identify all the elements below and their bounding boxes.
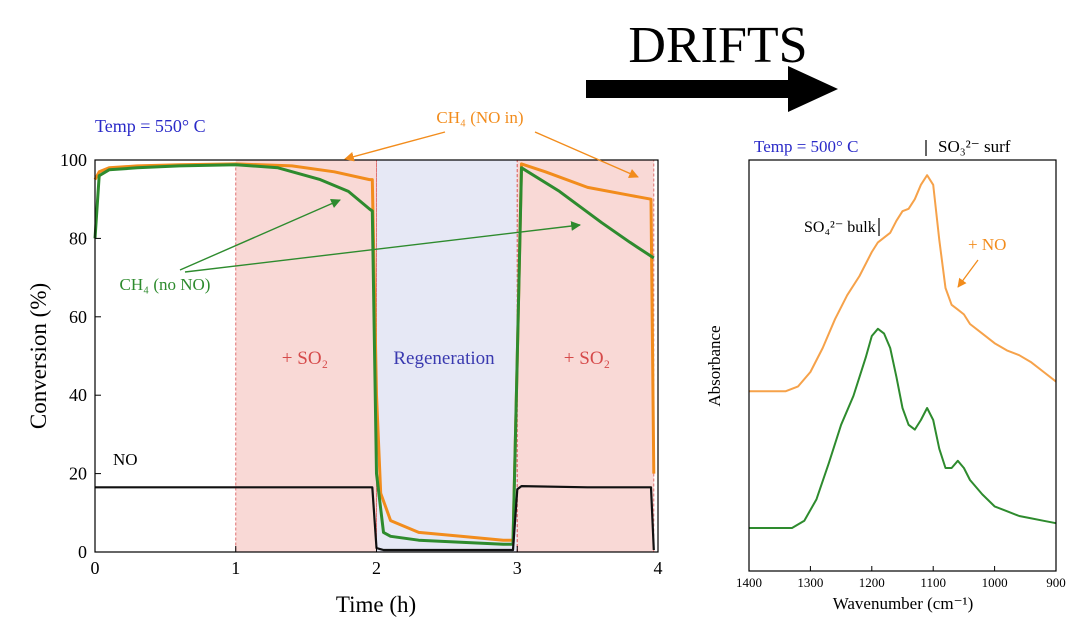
spectrum-x-tick-label: 1000 bbox=[982, 575, 1008, 590]
peak-label-surf: SO₃²⁻ surf bbox=[938, 137, 1011, 156]
y-axis-label: Conversion (%) bbox=[26, 283, 51, 429]
pointer-arrow-plus-no bbox=[957, 259, 979, 288]
pointer-arrow-ch4-no-in-right bbox=[534, 131, 639, 178]
spectrum-line-1 bbox=[749, 327, 1057, 529]
spectrum-frame bbox=[748, 159, 1057, 572]
spectrum-axis-ticks: 1400 1300 1200 1100 1000 900 bbox=[736, 566, 1066, 590]
annotation-no: NO bbox=[113, 450, 138, 469]
spectrum-y-axis-label: Absorbance bbox=[705, 325, 724, 406]
drifts-spectrum-chart: 1400 1300 1200 1100 1000 900 Temp = 500° C SO… bbox=[705, 137, 1066, 613]
region-band-1 bbox=[376, 160, 518, 552]
x-tick-label: 1 bbox=[231, 558, 240, 578]
annotation-ch4-no-no: CH₄ (no NO) bbox=[120, 275, 211, 294]
spectrum-x-tick-label: 1300 bbox=[797, 575, 823, 590]
y-tick-label: 80 bbox=[69, 228, 87, 248]
spectrum-x-tick-label: 1400 bbox=[736, 575, 762, 590]
spectrum-line-0 bbox=[749, 174, 1057, 393]
drifts-arrow-icon bbox=[586, 66, 838, 112]
region-label-regeneration: Regeneration bbox=[393, 348, 495, 369]
conversion-series bbox=[93, 162, 656, 552]
temp-annotation: Temp = 550° C bbox=[95, 116, 206, 136]
pointer-arrow-ch4-no-no-left bbox=[179, 199, 341, 271]
x-tick-label: 0 bbox=[91, 558, 100, 578]
y-tick-label: 100 bbox=[60, 150, 87, 170]
spectrum-x-axis-label: Wavenumber (cm⁻¹) bbox=[833, 594, 974, 613]
drifts-label: DRIFTS bbox=[628, 17, 807, 74]
y-tick-label: 20 bbox=[69, 464, 87, 484]
spectrum-series bbox=[749, 174, 1057, 529]
spectrum-x-tick-label: 1100 bbox=[920, 575, 946, 590]
pointer-arrow-ch4-no-no-right bbox=[184, 221, 581, 273]
y-tick-label: 60 bbox=[69, 307, 87, 327]
region-label-so2-first: + SO₂ bbox=[282, 348, 328, 369]
x-tick-label: 4 bbox=[654, 558, 663, 578]
series-line-2 bbox=[95, 485, 655, 552]
x-axis-label: Time (h) bbox=[336, 592, 416, 617]
y-tick-label: 0 bbox=[78, 542, 87, 562]
pointer-arrow-ch4-no-in-left bbox=[344, 131, 446, 162]
annotation-ch4-no-in: CH₄ (NO in) bbox=[436, 108, 523, 127]
peak-label-bulk: SO₄²⁻ bulk bbox=[804, 219, 876, 236]
x-tick-label: 3 bbox=[513, 558, 522, 578]
spectrum-x-tick-label: 900 bbox=[1046, 575, 1066, 590]
spectrum-temp-annotation: Temp = 500° C bbox=[754, 137, 858, 156]
annotation-plus-no: + NO bbox=[968, 235, 1006, 254]
x-tick-label: 2 bbox=[372, 558, 381, 578]
y-tick-label: 40 bbox=[69, 385, 87, 405]
spectrum-x-tick-label: 1200 bbox=[859, 575, 885, 590]
series-line-1 bbox=[93, 163, 655, 546]
region-label-so2-second: + SO₂ bbox=[564, 348, 610, 369]
